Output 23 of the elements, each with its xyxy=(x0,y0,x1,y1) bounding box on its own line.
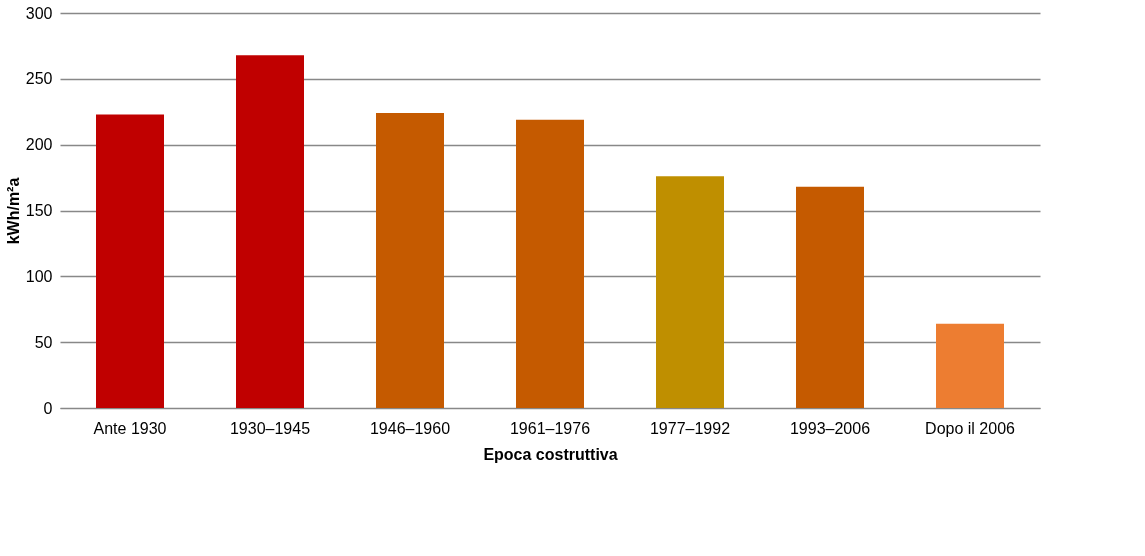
x-axis-title: Epoca costruttiva xyxy=(483,445,618,463)
x-tick-label: Ante 1930 xyxy=(93,419,167,437)
bar xyxy=(376,113,444,408)
x-tick-label: 1961–1976 xyxy=(509,419,591,437)
y-tick-label: 50 xyxy=(34,333,53,351)
y-axis-title: kWh/m²a xyxy=(4,177,22,245)
bar xyxy=(796,186,864,408)
x-tick-label: Dopo il 2006 xyxy=(925,419,1016,437)
bar xyxy=(236,55,304,408)
bar xyxy=(656,176,724,408)
bar xyxy=(96,114,164,408)
x-tick-label: 1977–1992 xyxy=(649,419,731,437)
x-tick-label: 1930–1945 xyxy=(229,419,311,437)
y-tick-label: 0 xyxy=(43,399,53,417)
y-tick-label: 200 xyxy=(25,136,53,154)
x-tick-label: 1946–1960 xyxy=(369,419,451,437)
y-tick-label: 300 xyxy=(25,4,53,22)
x-tick-label: 1993–2006 xyxy=(789,419,871,437)
bar xyxy=(936,323,1004,408)
bar xyxy=(516,119,584,408)
y-tick-label: 150 xyxy=(25,202,53,219)
y-tick-label: 250 xyxy=(25,70,53,88)
y-tick-label: 100 xyxy=(25,267,53,285)
